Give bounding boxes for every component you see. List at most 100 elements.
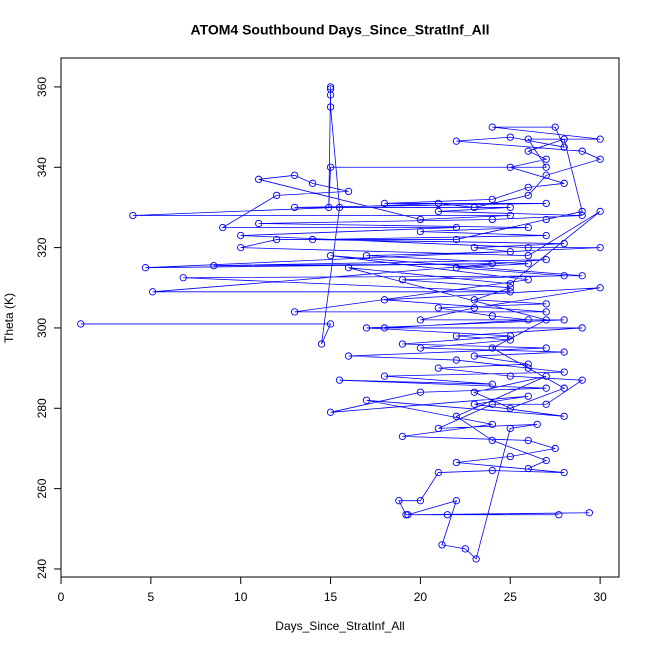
data-point — [578, 272, 586, 280]
data-point — [596, 284, 604, 292]
data-point — [488, 436, 496, 445]
data-point — [470, 203, 478, 212]
data-point — [380, 324, 389, 332]
data-point — [533, 420, 541, 429]
data-point — [506, 452, 514, 461]
data-point — [380, 372, 389, 380]
data-point — [488, 215, 496, 224]
data-point — [380, 199, 389, 208]
data-point — [452, 223, 461, 232]
x-axis-label: Days_Since_StratInf_All — [275, 619, 404, 633]
data-point — [542, 300, 550, 308]
data-point — [506, 404, 514, 412]
data-point — [326, 408, 335, 416]
data-point — [560, 179, 568, 187]
data-point — [416, 215, 425, 224]
data-point — [524, 183, 532, 191]
data-point — [524, 464, 532, 473]
y-axis-label: Theta (K) — [2, 293, 16, 343]
data-point — [560, 468, 568, 477]
data-point — [129, 211, 137, 220]
y-tick-label: 320 — [35, 237, 49, 257]
data-point — [325, 203, 333, 212]
data-point — [416, 497, 425, 505]
data-point — [542, 231, 550, 240]
data-point — [560, 143, 568, 151]
data-point — [506, 332, 514, 340]
data-point — [452, 137, 461, 145]
data-point — [470, 296, 478, 304]
x-tick-label: 0 — [58, 590, 65, 604]
data-point — [326, 163, 335, 171]
y-tick-label: 300 — [35, 318, 49, 338]
data-point — [488, 380, 496, 388]
data-point — [179, 274, 187, 282]
data-point — [560, 135, 568, 143]
data-point — [290, 203, 299, 212]
data-point — [542, 155, 550, 163]
data-point — [560, 272, 568, 280]
data-point — [362, 396, 371, 404]
y-tick-label: 340 — [35, 157, 49, 177]
data-point — [326, 320, 335, 328]
data-point — [452, 458, 461, 467]
data-point — [585, 509, 593, 517]
data-point — [506, 424, 514, 433]
data-point — [416, 316, 425, 324]
data-point — [452, 412, 461, 420]
data-point — [542, 372, 550, 380]
data-point — [488, 466, 496, 475]
data-point — [326, 85, 335, 93]
data-point — [542, 163, 550, 171]
x-tick-label: 30 — [593, 590, 607, 604]
data-point — [452, 332, 461, 340]
data-point — [488, 260, 496, 268]
data-point — [524, 436, 532, 445]
data-point — [560, 316, 568, 324]
data-point — [470, 243, 478, 252]
data-point — [560, 348, 568, 356]
data-point — [551, 123, 559, 131]
data-point — [210, 262, 218, 270]
data-point — [506, 203, 514, 212]
data-point — [398, 276, 407, 284]
y-tick-label: 360 — [35, 77, 49, 97]
data-point — [362, 324, 371, 332]
data-point — [335, 376, 344, 384]
data-point — [596, 155, 604, 163]
plot-frame — [60, 57, 620, 578]
data-point — [596, 135, 604, 143]
data-point — [596, 207, 604, 216]
data-point — [506, 163, 514, 171]
data-point — [395, 497, 403, 505]
data-point — [524, 360, 532, 368]
data-point — [506, 288, 514, 296]
data-point — [344, 264, 353, 272]
data-point — [344, 187, 353, 196]
data-point — [524, 223, 532, 232]
data-point — [434, 468, 443, 477]
data-point — [255, 219, 263, 228]
data-point — [434, 424, 443, 433]
x-tick-label: 25 — [504, 590, 518, 604]
data-point — [452, 497, 461, 505]
data-point — [506, 372, 514, 380]
data-point — [335, 203, 344, 212]
data-point — [416, 344, 425, 352]
chart-title: ATOM4 Southbound Days_Since_StratInf_All — [191, 22, 490, 38]
data-point — [506, 211, 514, 220]
data-point — [551, 444, 559, 453]
data-point — [326, 103, 335, 111]
data-point — [542, 400, 550, 408]
data-point — [488, 420, 496, 429]
data-point — [452, 356, 461, 364]
data-point — [560, 412, 568, 420]
data-point — [488, 195, 496, 204]
data-point — [452, 235, 461, 244]
data-point — [273, 191, 281, 200]
data-point — [524, 364, 532, 372]
data-point — [308, 179, 317, 187]
data-point — [506, 284, 514, 292]
data-point — [524, 135, 532, 143]
